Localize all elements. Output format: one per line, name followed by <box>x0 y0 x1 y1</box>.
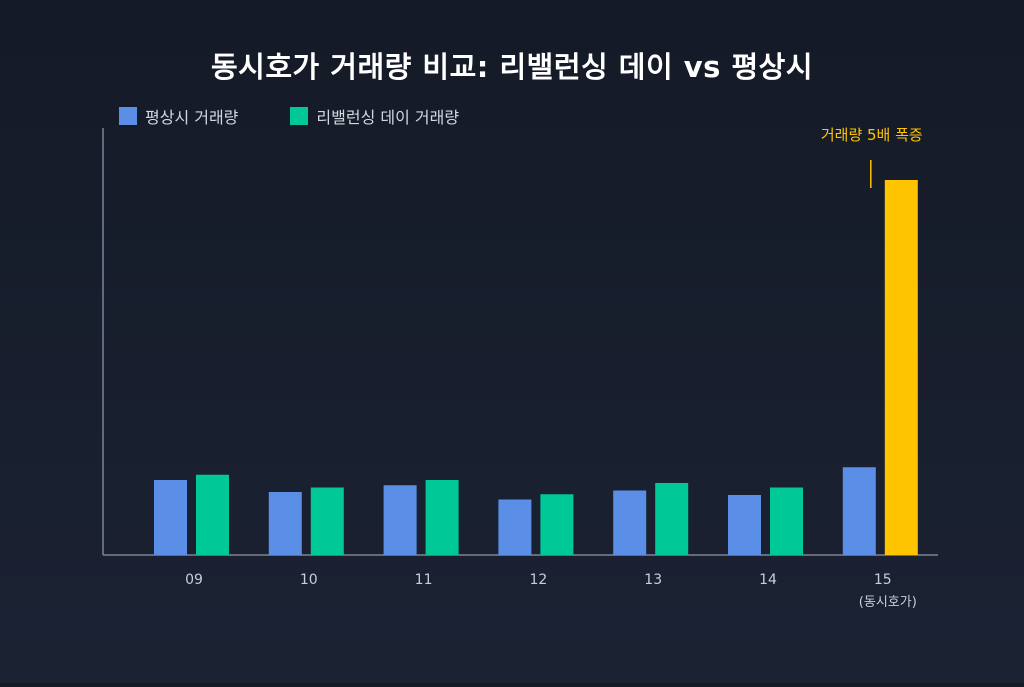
legend-swatch-normal <box>119 107 137 125</box>
legend: 평상시 거래량 리밸런싱 데이 거래량 <box>119 104 459 128</box>
chart-title: 동시호가 거래량 비교: 리밸런싱 데이 vs 평상시 <box>210 50 814 84</box>
bar-normal-13 <box>613 490 647 555</box>
bar-normal-11 <box>383 485 417 555</box>
bar-normal-14 <box>728 495 761 555</box>
legend-item-normal: 평상시 거래량 <box>119 104 238 128</box>
bar-rebalancing-12 <box>540 494 574 555</box>
legend-swatch-rebalancing <box>290 107 309 125</box>
bar-normal-10 <box>268 492 302 555</box>
bar-rebalancing-15 <box>884 180 918 555</box>
x-tick-label-12: 12 <box>529 572 547 588</box>
x-tick-sublabel-15: (동시호가) <box>859 595 917 610</box>
bar-rebalancing-13 <box>655 483 689 555</box>
bar-normal-15 <box>842 467 876 555</box>
x-tick-label-09: 09 <box>185 572 203 588</box>
legend-label-normal: 평상시 거래량 <box>145 108 239 127</box>
legend-item-rebalancing: 리밸런싱 데이 거래량 <box>290 104 459 128</box>
bar-normal-12 <box>498 499 532 555</box>
x-tick-label-13: 13 <box>644 572 662 588</box>
x-tick-label-11: 11 <box>415 572 433 588</box>
legend-label-rebalancing: 리밸런싱 데이 거래량 <box>316 108 460 127</box>
x-tick-label-10: 10 <box>300 572 318 588</box>
x-tick-label-14: 14 <box>759 572 777 588</box>
bar-rebalancing-10 <box>310 487 344 555</box>
bar-rebalancing-09 <box>196 474 229 555</box>
annotation-label: 거래량 5배 폭증 <box>821 126 923 144</box>
bar-rebalancing-14 <box>770 487 803 555</box>
bar-rebalancing-11 <box>425 480 459 555</box>
x-tick-label-15: 15 <box>874 572 892 588</box>
bar-normal-09 <box>154 480 187 555</box>
